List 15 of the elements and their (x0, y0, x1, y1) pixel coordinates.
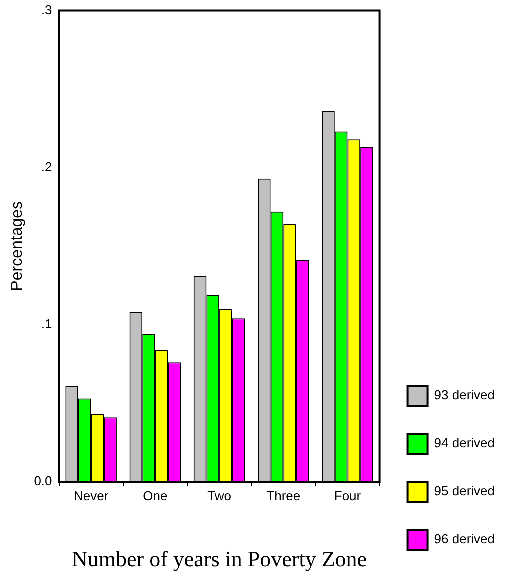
legend-label: 93 derived (434, 388, 496, 403)
y-axis-title: Percentages (9, 201, 26, 292)
x-tick-label: One (143, 488, 168, 504)
legend-label: 96 derived (434, 532, 496, 547)
x-axis-title: Number of years in Poverty Zone (72, 546, 368, 572)
legend-label: 94 derived (434, 436, 496, 451)
x-tick-label: Never (74, 488, 110, 504)
legend-label: 95 derived (434, 484, 496, 499)
y-tick-label: .1 (41, 316, 52, 332)
x-tick-label: Three (266, 488, 301, 504)
x-tick-label: Two (208, 488, 232, 504)
y-tick-label: .3 (41, 2, 52, 18)
y-tick-label: .2 (41, 159, 52, 174)
y-tick-label: 0.0 (34, 474, 52, 489)
x-tick-label: Four (334, 488, 362, 504)
